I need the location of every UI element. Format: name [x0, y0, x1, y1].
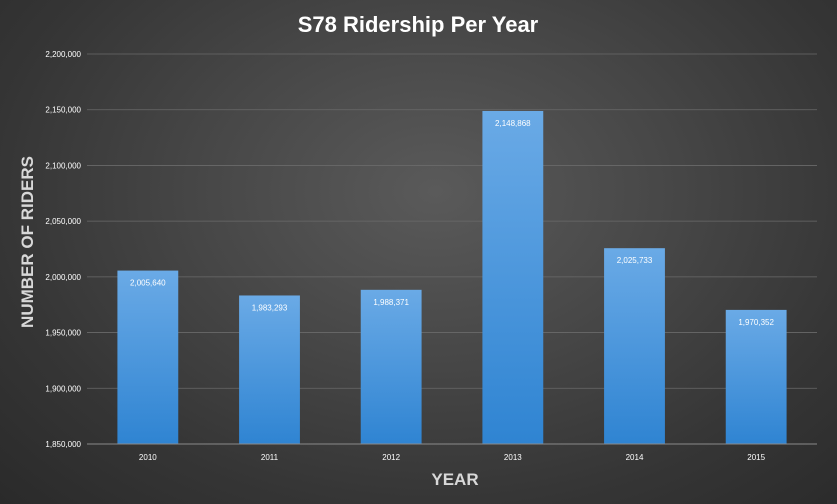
bar-2014	[604, 248, 665, 444]
y-tick-label: 2,100,000	[45, 161, 81, 170]
bars	[117, 110, 787, 445]
bar-2010	[117, 270, 179, 444]
bar-2012	[360, 289, 422, 444]
y-tick-label: 1,900,000	[45, 384, 81, 393]
bar-2013	[482, 110, 544, 445]
y-axis-ticks: 1,850,000 1,900,000 1,950,000 2,000,000 2,05…	[45, 50, 81, 449]
x-tick-label: 2015	[747, 453, 765, 462]
chart-title: S78 Ridership Per Year	[298, 12, 539, 37]
x-axis-ticks: 2010 2011 2012 2013 2014 2015	[139, 453, 766, 462]
y-tick-label: 2,200,000	[45, 50, 81, 59]
data-label: 2,005,640	[130, 279, 166, 288]
gridlines	[87, 53, 817, 389]
y-tick-label: 2,150,000	[45, 106, 81, 115]
x-axis-title: YEAR	[431, 470, 478, 489]
y-axis-title: NUMBER OF RIDERS	[18, 156, 37, 328]
x-tick-label: 2013	[504, 453, 522, 462]
y-tick-label: 1,850,000	[45, 440, 81, 449]
data-label: 2,148,868	[495, 119, 531, 128]
data-label: 1,970,352	[738, 318, 774, 327]
bar-2011	[239, 295, 300, 444]
y-tick-label: 2,050,000	[45, 217, 81, 226]
data-label: 1,988,371	[373, 298, 409, 307]
y-tick-label: 2,000,000	[45, 273, 81, 282]
x-tick-label: 2014	[626, 453, 644, 462]
data-labels: 2,005,640 1,983,293 1,988,371 2,148,868 2,02…	[130, 119, 774, 327]
bar-2015	[725, 309, 787, 444]
data-label: 2,025,733	[617, 256, 653, 265]
x-tick-label: 2012	[382, 453, 400, 462]
y-tick-label: 1,950,000	[45, 329, 81, 338]
data-label: 1,983,293	[252, 303, 288, 312]
x-tick-label: 2010	[139, 453, 157, 462]
x-tick-label: 2011	[261, 453, 279, 462]
